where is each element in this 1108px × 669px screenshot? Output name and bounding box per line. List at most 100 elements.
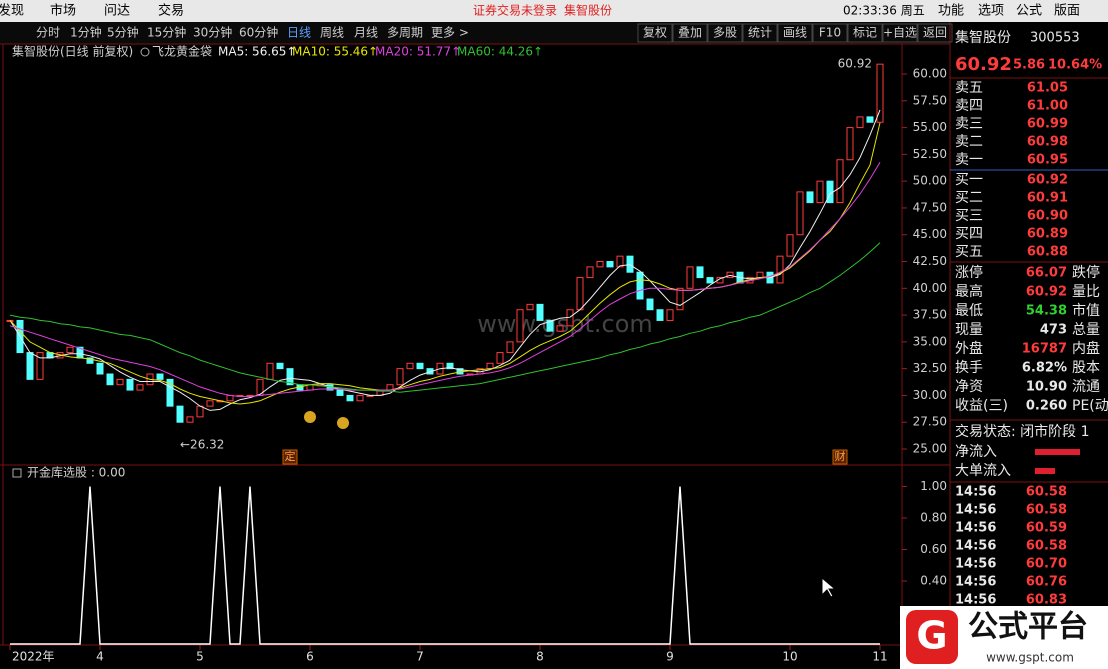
legend-entry: MA60: 44.26↑	[457, 45, 543, 59]
stat-label: 外盘	[955, 340, 983, 357]
stat-value: 0.260	[1026, 399, 1067, 414]
tool-button[interactable]: 复权	[643, 26, 667, 40]
tick-time: 14:56	[955, 557, 996, 572]
stat-value: 66.07	[1026, 266, 1067, 281]
mouse-cursor	[821, 576, 837, 598]
stat-label: 内盘	[1072, 340, 1100, 357]
stat-label: 涨停	[955, 264, 983, 281]
quote-code: 300553	[1030, 31, 1080, 46]
period-tab[interactable]: 60分钟	[239, 25, 278, 40]
toolbar	[0, 22, 950, 44]
event-marker	[832, 449, 848, 465]
period-tab[interactable]: 月线	[354, 26, 378, 40]
tool-button[interactable]: 多股	[713, 26, 737, 40]
stat-label: 总量	[1072, 322, 1100, 338]
book-price: 61.00	[1027, 99, 1068, 114]
x-tick-label: 5	[196, 650, 204, 664]
candle	[556, 325, 564, 332]
menu-item[interactable]: 功能	[938, 4, 964, 19]
book-price: 60.98	[1027, 135, 1068, 150]
tool-button-frame	[812, 23, 848, 43]
logo-mark	[906, 610, 958, 664]
flow-label: 大单流入	[955, 463, 1011, 479]
indicator-icon	[140, 47, 150, 57]
period-tab[interactable]: 多周期	[387, 26, 423, 40]
stat-label: 最低	[955, 303, 983, 319]
book-price: 61.05	[1027, 81, 1068, 96]
book-label: 买二	[955, 190, 983, 206]
price-annotation: 60.92	[838, 57, 872, 71]
stat-value: 60.92	[1026, 285, 1067, 300]
y-tick-label: 25.00	[913, 442, 947, 456]
candle	[446, 362, 454, 370]
book-label: 卖三	[955, 116, 983, 132]
candle	[826, 180, 834, 204]
period-tab[interactable]: 30分钟	[193, 25, 232, 40]
menu-item[interactable]: 版面	[1054, 4, 1080, 19]
candle	[266, 362, 274, 380]
y-tick-label: 0.40	[920, 573, 947, 587]
legend-entry: MA5: 56.65↑	[218, 45, 296, 59]
tool-button[interactable]: 叠加	[678, 26, 702, 40]
menu-item[interactable]: 问达	[104, 4, 130, 19]
tool-button[interactable]: +自选	[883, 26, 917, 40]
candle	[166, 378, 174, 407]
menu-item[interactable]: 市场	[50, 3, 76, 19]
period-tab[interactable]: 分时	[36, 26, 60, 40]
y-tick-label: 52.50	[913, 147, 947, 161]
tick-price: 60.58	[1026, 503, 1067, 518]
tick-time: 14:56	[955, 575, 996, 590]
tick-time: 14:56	[955, 539, 996, 554]
tool-button[interactable]: 画线	[783, 26, 807, 40]
candle	[656, 309, 664, 321]
book-price: 60.89	[1027, 227, 1068, 242]
stat-label: 量比	[1072, 284, 1100, 300]
candle	[516, 309, 524, 343]
book-label: 买五	[955, 244, 983, 260]
coin-icon	[337, 417, 349, 429]
y-tick-label: 55.00	[913, 120, 947, 134]
tool-button[interactable]: 返回	[923, 26, 947, 40]
candle	[786, 234, 794, 257]
event-marker	[282, 449, 298, 465]
tick-price: 60.76	[1026, 575, 1067, 590]
stat-label: 市值	[1072, 302, 1100, 319]
candle	[836, 159, 844, 204]
book-price: 60.99	[1027, 117, 1068, 132]
quote-change: 5.86	[1013, 58, 1045, 73]
book-price: 60.95	[1027, 153, 1068, 168]
tool-button[interactable]: F10	[819, 26, 841, 40]
candle	[856, 116, 864, 129]
period-tab[interactable]: 周线	[320, 26, 344, 40]
tool-button[interactable]: 统计	[748, 26, 772, 40]
login-notice: 证券交易未登录	[473, 3, 557, 18]
quote-name: 集智股份	[955, 29, 1011, 46]
chart-title: 集智股份(日线 前复权)	[12, 44, 133, 59]
stat-label: 净资	[955, 379, 983, 395]
tool-button-frame	[742, 23, 778, 43]
candle	[336, 389, 344, 396]
tool-button[interactable]: 标记	[853, 26, 877, 40]
period-tab[interactable]: 1分钟	[70, 25, 102, 40]
period-tab[interactable]: 5分钟	[107, 25, 139, 40]
y-tick-label: 32.50	[913, 361, 947, 375]
menu-item[interactable]: 公式	[1016, 4, 1042, 19]
candle	[496, 352, 504, 364]
candle	[756, 271, 764, 279]
period-tab[interactable]: 日线	[287, 26, 311, 40]
menu-item[interactable]: 交易	[158, 3, 184, 19]
candle	[26, 352, 34, 380]
menu-item[interactable]: 选项	[978, 4, 1004, 19]
menu-item[interactable]: 发现	[0, 3, 24, 19]
period-tab[interactable]: 更多 >	[431, 26, 469, 40]
event-label: 定	[285, 449, 296, 463]
tool-button-frame	[637, 23, 673, 43]
coin-icon	[304, 411, 316, 423]
period-tab[interactable]: 15分钟	[147, 25, 186, 40]
candle	[406, 362, 414, 370]
x-tick-label: 4	[96, 650, 104, 664]
book-price: 60.90	[1027, 209, 1068, 224]
stat-value: 54.38	[1026, 304, 1067, 319]
legend-entry: MA10: 55.46↑	[292, 45, 378, 59]
tick-price: 60.70	[1026, 557, 1067, 572]
